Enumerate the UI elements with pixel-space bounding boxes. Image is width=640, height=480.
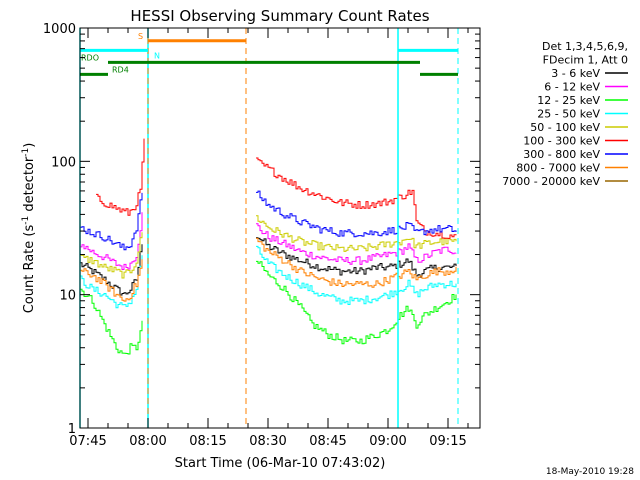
y-axis-label: Count Rate (s-1 detector-1): [21, 143, 37, 314]
y-tick-label-2: 100: [51, 155, 76, 170]
x-tick-label-1: 08:00: [129, 434, 166, 449]
chart-title: HESSI Observing Summary Count Rates: [130, 7, 429, 25]
flag-label-0: S: [138, 32, 143, 41]
series-4-trace-pre: [80, 232, 143, 279]
y-axis-label-sup1: -1: [21, 216, 31, 225]
legend-item-label-4: 50 - 100 keV: [530, 121, 600, 134]
series-5-trace-post: [256, 157, 457, 239]
x-tick-label-5: 09:00: [369, 434, 406, 449]
x-tick-label-3: 08:30: [249, 434, 286, 449]
y-tick-label-1: 10: [59, 289, 76, 304]
legend: Det 1,3,4,5,6,9,FDecim 1, Att 03 - 6 keV…: [502, 40, 628, 188]
x-tick-label-2: 08:15: [189, 434, 226, 449]
series-6: [80, 190, 457, 251]
series-0-trace-post: [256, 237, 457, 278]
y-tick-label-0: 1: [68, 422, 76, 437]
legend-header-0: Det 1,3,4,5,6,9,: [542, 40, 628, 53]
x-tick-label-6: 09:15: [429, 434, 466, 449]
legend-item-label-2: 12 - 25 keV: [537, 94, 600, 107]
flag-label-4: RD4: [112, 65, 129, 74]
series-5-trace-pre: [96, 138, 145, 216]
series-3-trace-post: [256, 245, 457, 305]
series-7: [80, 237, 457, 302]
y-axis-label-sup2: -1: [21, 148, 31, 157]
legend-item-label-8: 7000 - 20000 keV: [502, 175, 600, 188]
series-3-trace-pre: [80, 255, 143, 309]
x-axis-label: Start Time (06-Mar-10 07:43:02): [175, 456, 386, 471]
series-1-trace-pre: [80, 212, 143, 270]
plot-frame: [79, 27, 481, 429]
series-7-trace-pre: [80, 259, 143, 302]
legend-item-label-1: 6 - 12 keV: [544, 81, 600, 94]
legend-item-label-3: 25 - 50 keV: [537, 108, 600, 121]
y-axis-label-end: ): [22, 143, 37, 148]
series-4: [80, 215, 457, 279]
series-1: [80, 212, 457, 270]
series-1-trace-post: [256, 223, 457, 265]
series-7-trace-post: [256, 237, 457, 288]
y-tick-label-3: 1000: [43, 22, 76, 37]
series-5: [96, 138, 457, 239]
axes: 1 10 100 1000 07:45 08:00 08:15 08:30 08:45 09:00…: [43, 22, 481, 449]
legend-item-label-0: 3 - 6 keV: [551, 67, 600, 80]
legend-item-label-5: 100 - 300 keV: [523, 135, 600, 148]
series-2-trace-pre: [80, 288, 143, 355]
x-tick-label-0: 07:45: [69, 434, 106, 449]
x-tick-label-4: 08:45: [309, 434, 346, 449]
plot-area: [79, 28, 459, 428]
date-stamp: 18-May-2010 19:28: [546, 467, 634, 477]
series-2-trace-post: [256, 260, 457, 345]
series-4-trace-post: [256, 215, 457, 252]
y-axis-label-main: Count Rate (s: [22, 225, 37, 314]
legend-item-label-6: 300 - 800 keV: [523, 148, 600, 161]
flag-label-1: N: [154, 51, 160, 60]
legend-header-1: FDecim 1, Att 0: [543, 54, 628, 67]
series-2: [80, 260, 457, 355]
y-axis-label-mid: detector: [22, 156, 37, 216]
legend-item-label-7: 800 - 7000 keV: [516, 162, 600, 175]
flag-label-3: RDO: [81, 53, 99, 62]
series-6-trace-post: [256, 190, 457, 238]
flag-bars: S N RDO RD4: [80, 32, 458, 76]
series-6-trace-pre: [80, 192, 143, 251]
